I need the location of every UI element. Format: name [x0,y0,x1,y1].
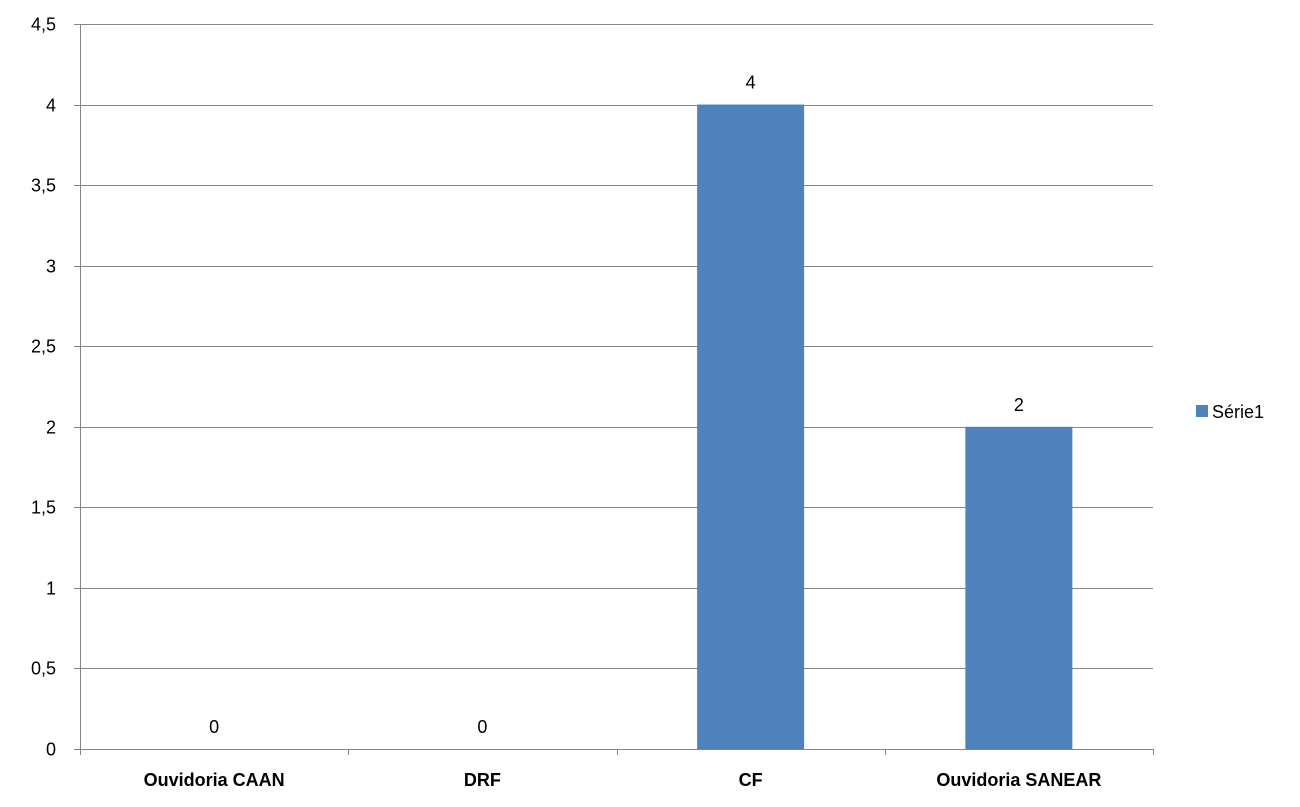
data-label: 0 [209,717,219,737]
bars [697,104,1073,750]
data-labels: 0 0 4 2 [209,73,1024,737]
y-tick-label: 4,5 [31,15,56,35]
bar-ouvidoria-sanear [965,426,1073,749]
y-tick-label: 1 [46,579,56,599]
y-tick-label: 3 [46,257,56,277]
legend-label-serie1: Série1 [1212,402,1264,422]
y-tick-label: 2,5 [31,337,56,357]
data-label: 0 [477,717,487,737]
legend: Série1 [1196,402,1264,422]
y-tick-label: 0 [46,740,56,760]
legend-swatch-serie1 [1196,405,1208,417]
axes [80,24,1154,755]
gridlines [74,24,1153,750]
y-tick-label: 4 [46,96,56,116]
data-label: 4 [746,73,756,93]
y-tick-labels: 0 0,5 1 1,5 2 2,5 3 3,5 4 4,5 [31,15,56,760]
x-category-label: DRF [464,770,501,790]
x-category-label: Ouvidoria SANEAR [936,770,1101,790]
y-tick-label: 0,5 [31,659,56,679]
x-category-label: CF [739,770,763,790]
x-category-labels: Ouvidoria CAAN DRF CF Ouvidoria SANEAR [144,770,1102,790]
data-label: 2 [1014,395,1024,415]
bar-cf [697,104,805,750]
y-tick-label: 1,5 [31,498,56,518]
y-tick-label: 2 [46,418,56,438]
y-tick-label: 3,5 [31,176,56,196]
x-category-label: Ouvidoria CAAN [144,770,285,790]
